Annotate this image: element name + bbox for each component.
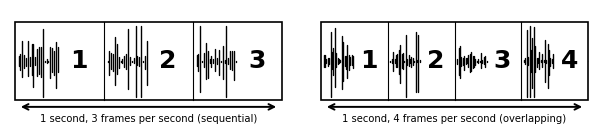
Text: 1: 1 [361, 49, 378, 73]
Text: 3: 3 [494, 49, 511, 73]
Text: 1: 1 [70, 49, 88, 73]
Text: 1 second, 3 frames per second (sequential): 1 second, 3 frames per second (sequentia… [40, 114, 257, 124]
Text: 4: 4 [560, 49, 578, 73]
Text: 2: 2 [427, 49, 445, 73]
Text: 1 second, 4 frames per second (overlapping): 1 second, 4 frames per second (overlappi… [343, 114, 566, 124]
Text: 2: 2 [160, 49, 177, 73]
Bar [321, 22, 588, 100]
Text: 3: 3 [248, 49, 266, 73]
Bar [15, 22, 282, 100]
